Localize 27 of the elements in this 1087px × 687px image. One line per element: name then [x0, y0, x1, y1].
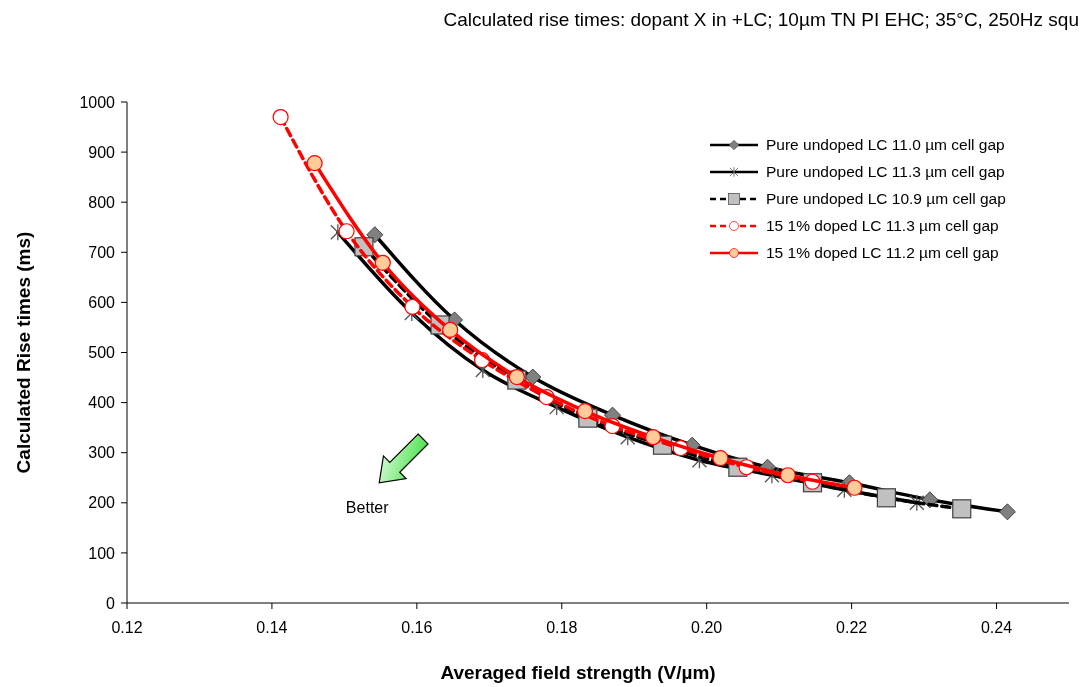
x-tick-label: 0.20	[691, 619, 723, 636]
y-tick-label: 600	[88, 294, 116, 311]
y-tick-label: 100	[88, 544, 116, 562]
y-tick-label: 1000	[79, 93, 116, 111]
legend-label: Pure undoped LC 11.0 µm cell gap	[766, 136, 1005, 154]
annotation: Better	[345, 498, 390, 516]
x-tick-label: 0.18	[546, 619, 578, 636]
x-tick-label: 0.14	[256, 619, 288, 636]
legend-label: Pure undoped LC 10.9 µm cell gap	[766, 190, 1006, 208]
y-tick-label: 500	[88, 344, 116, 362]
chart-title: Calculated rise times: dopant X in +LC; 10µm TN PI EHC; 35°C, 250Hz squ	[443, 9, 1079, 30]
x-tick-label: 0.24	[980, 619, 1013, 636]
legend-label: 15 1% doped LC 11.2 µm cell gap	[766, 244, 999, 262]
y-tick-label: 700	[88, 243, 116, 261]
x-tick-label: 0.16	[401, 619, 433, 636]
x-tick-label: 0.12	[111, 619, 143, 636]
y-tick-label: 900	[88, 143, 116, 161]
legend-label: Pure undoped LC 11.3 µm cell gap	[766, 163, 1005, 181]
x-tick-label: 0.22	[836, 619, 868, 636]
legend-label: 15 1% doped LC 11.3 µm cell gap	[766, 217, 999, 235]
y-tick-label: 800	[88, 193, 116, 211]
y-tick-label: 200	[88, 494, 116, 512]
y-tick-label: 300	[88, 444, 116, 462]
y-tick-label: 400	[88, 394, 116, 412]
x-axis-title: Averaged field strength (V/µm)	[440, 662, 716, 683]
y-axis-title: Calculated Rise times (ms)	[13, 231, 34, 474]
y-tick-label: 0	[106, 594, 116, 612]
